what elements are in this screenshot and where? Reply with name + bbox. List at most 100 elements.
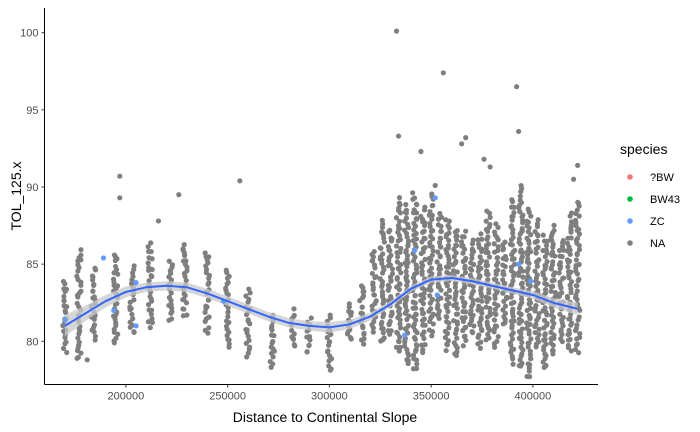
- data-point-na: [495, 333, 501, 340]
- data-point-na: [494, 338, 500, 344]
- y-tick-label: 85: [26, 259, 38, 271]
- legend-key-zc: [627, 218, 633, 224]
- data-point-na: [524, 320, 530, 326]
- data-point-na: [526, 245, 532, 251]
- data-point-na: [532, 268, 538, 274]
- data-point-na: [568, 235, 574, 241]
- x-axis: 200000 250000 300000 350000 400000: [44, 384, 598, 403]
- data-point-na: [396, 195, 403, 201]
- data-point-na: [148, 272, 154, 279]
- data-point-na: [484, 268, 490, 274]
- data-point-na: [528, 356, 534, 362]
- data-point-na: [389, 266, 396, 272]
- data-point-na: [183, 277, 189, 284]
- data-point-na: [203, 303, 209, 309]
- data-point-zc: [432, 195, 438, 201]
- data-point-na: [60, 345, 67, 351]
- data-point-na: [306, 334, 313, 340]
- data-point-na: [542, 276, 548, 282]
- data-point-na: [567, 315, 573, 321]
- data-point-na: [502, 253, 509, 260]
- data-point-na: [573, 257, 579, 263]
- data-point-na: [371, 319, 377, 325]
- data-point-na: [398, 245, 404, 252]
- data-point-na: [487, 214, 493, 220]
- data-point-na: [117, 173, 123, 179]
- data-point-na: [442, 334, 448, 341]
- data-point-na: [542, 262, 548, 269]
- data-point-na: [484, 208, 490, 214]
- data-point-na: [397, 334, 403, 340]
- data-point-na: [469, 328, 475, 335]
- data-point-na: [91, 322, 98, 328]
- data-point-na: [436, 271, 443, 277]
- data-point-na: [510, 330, 516, 336]
- data-point-na: [558, 327, 564, 333]
- data-point-na: [459, 295, 465, 301]
- data-point-na: [568, 269, 574, 275]
- data-point-na: [493, 277, 499, 283]
- data-point-na: [411, 220, 417, 226]
- data-point-na: [573, 283, 579, 289]
- data-point-na: [237, 178, 243, 184]
- data-point-na: [429, 333, 435, 339]
- data-point-na: [548, 284, 554, 290]
- data-point-na: [437, 210, 443, 217]
- data-point-na: [427, 293, 433, 299]
- data-point-na: [508, 268, 515, 274]
- data-point-na: [552, 294, 558, 300]
- legend-title: species: [620, 141, 667, 157]
- data-point-na: [459, 315, 465, 321]
- data-point-na: [92, 333, 99, 339]
- data-point-na: [379, 319, 385, 325]
- data-point-na: [394, 274, 400, 281]
- data-point-na: [551, 222, 557, 228]
- data-point-na: [461, 234, 467, 240]
- data-point-na: [91, 281, 97, 288]
- data-point-na: [487, 221, 493, 228]
- data-point-na: [460, 308, 466, 315]
- data-point-na: [452, 280, 459, 287]
- data-point-na: [570, 176, 577, 182]
- data-point-na: [443, 217, 449, 223]
- data-point-na: [511, 346, 517, 352]
- data-point-na: [360, 293, 367, 299]
- data-point-na: [551, 277, 557, 283]
- data-point-na: [405, 323, 412, 329]
- data-point-na: [268, 344, 274, 350]
- legend-key-bw43: [627, 196, 633, 202]
- data-point-na: [542, 280, 548, 287]
- legend-label-bw43: BW43: [650, 194, 680, 206]
- data-point-na: [519, 225, 525, 232]
- data-point-na: [520, 274, 526, 280]
- data-point-na: [478, 326, 485, 332]
- smooth-trend-line: [64, 277, 578, 329]
- data-point-na: [491, 317, 497, 323]
- data-point-na: [389, 309, 395, 315]
- data-point-na: [268, 332, 275, 338]
- data-point-na: [542, 331, 548, 337]
- data-point-na: [524, 218, 530, 224]
- data-point-na: [491, 229, 498, 235]
- data-point-na: [444, 264, 450, 270]
- data-point-na: [75, 354, 81, 360]
- data-point-na: [223, 318, 230, 324]
- data-point-na: [560, 275, 566, 281]
- data-point-na: [61, 297, 67, 304]
- data-point-na: [525, 256, 531, 262]
- data-point-na: [576, 226, 582, 233]
- data-point-na: [437, 243, 443, 250]
- data-point-na: [223, 267, 229, 273]
- data-point-na: [396, 218, 403, 224]
- data-point-na: [514, 84, 520, 90]
- data-point-na: [117, 195, 123, 201]
- data-point-na: [223, 323, 230, 329]
- data-point-na: [469, 246, 475, 252]
- data-point-na: [557, 311, 563, 317]
- data-point-na: [413, 236, 420, 242]
- data-point-na: [527, 374, 533, 380]
- data-point-na: [413, 365, 420, 372]
- data-point-na: [327, 353, 333, 359]
- data-point-na: [145, 244, 151, 250]
- data-point-na: [478, 231, 484, 237]
